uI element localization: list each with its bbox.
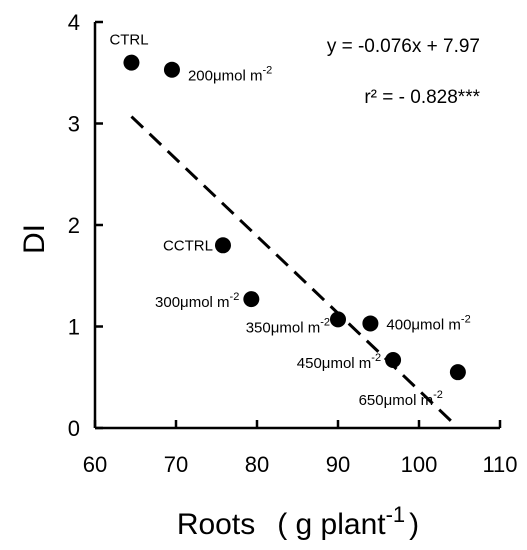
point-label: 400μmol m-2 (386, 313, 470, 333)
x-tick-label: 100 (401, 452, 438, 477)
data-point (214, 237, 231, 254)
x-axis-title-unit-sup: -1 (386, 502, 406, 527)
x-tick-label: 70 (164, 452, 188, 477)
point-label: CCTRL (163, 237, 213, 254)
point-label-text: 300μmol m (155, 294, 230, 311)
trendline (130, 115, 457, 427)
point-label-sup: -2 (262, 65, 272, 77)
point-label: 450μmol m-2 (297, 352, 381, 372)
point-label-text: 650μmol m (359, 392, 434, 409)
ticks: 60 70 80 90 100 110 0 1 2 3 4 (68, 10, 518, 477)
y-tick-label: 4 (68, 10, 80, 35)
data-point (330, 311, 346, 328)
data-point (362, 315, 379, 332)
point-label-text: 200μmol m (188, 68, 263, 85)
x-tick-label: 60 (83, 452, 107, 477)
point-label-sup: -2 (433, 389, 443, 401)
point-label: 300μmol m-2 (155, 291, 239, 311)
point-label: 350μmol m-2 (246, 316, 330, 336)
y-axis-title: DI (18, 224, 51, 254)
y-tick-label: 0 (68, 416, 80, 441)
y-tick-label: 2 (68, 213, 80, 238)
data-point (123, 54, 140, 71)
x-tick-label: 80 (245, 452, 269, 477)
point-label-text: 450μmol m (297, 355, 372, 372)
point-label-sup: -2 (320, 316, 330, 328)
x-axis-title-main: Roots (177, 508, 255, 541)
point-label-sup: -2 (461, 313, 471, 325)
x-tick-label: 90 (326, 452, 350, 477)
point-label: 200μmol m-2 (188, 65, 272, 85)
point-label-sup: -2 (371, 352, 381, 364)
point-label-sup: -2 (230, 291, 240, 303)
point-label-text: 350μmol m (246, 319, 321, 336)
data-point (449, 364, 466, 381)
data-points (123, 54, 466, 381)
point-label-text: CCTRL (163, 237, 213, 254)
regression-equation: y = -0.076x + 7.97 (327, 36, 480, 57)
point-label: CTRL (109, 32, 148, 49)
point-label: 650μmol m-2 (359, 389, 443, 409)
point-label-text: CTRL (109, 32, 148, 49)
x-tick-label: 110 (482, 452, 517, 477)
x-axis-title: Roots ( g plant-1) (177, 502, 419, 541)
data-point (243, 291, 260, 308)
r-squared: r² = - 0.828*** (364, 87, 480, 108)
data-point (163, 61, 180, 78)
point-label-text: 400μmol m (386, 316, 461, 333)
y-tick-label: 3 (68, 112, 80, 137)
x-axis-title-unit: ( g plant (277, 508, 386, 541)
y-tick-label: 1 (68, 315, 80, 340)
x-axis-title-unit-close: ) (409, 508, 419, 541)
data-point (385, 351, 402, 368)
